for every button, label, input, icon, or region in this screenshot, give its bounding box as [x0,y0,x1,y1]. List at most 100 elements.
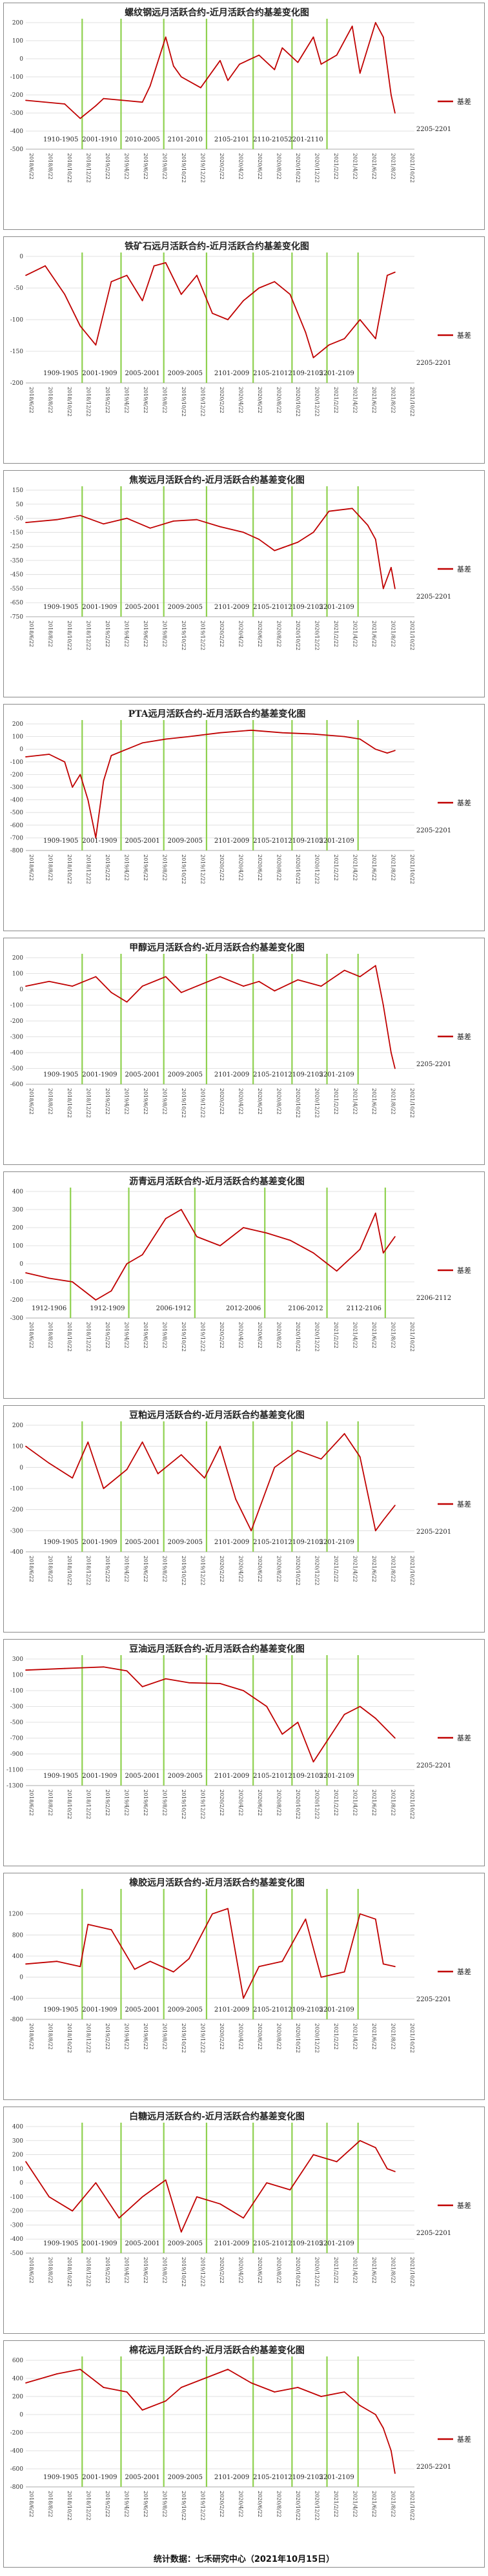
y-tick-label: 300 [12,2138,23,2145]
basis-point [196,985,198,987]
y-tick-label: -100 [10,317,23,324]
contract-label: 2109-2105 [288,2474,323,2481]
y-tick-label: 400 [12,2124,23,2130]
basis-point [343,1713,345,1715]
contract-label: 2205-2201 [416,1061,451,1068]
y-tick-label: -300 [10,1528,23,1534]
basis-point [390,1052,392,1053]
y-tick-label: -300 [10,1035,23,1041]
basis-point [258,287,260,289]
basis-point [386,1729,388,1731]
x-tick-label: 2019/6/22 [143,153,148,180]
basis-point [172,520,174,522]
x-tick-label: 2021/6/22 [371,621,377,647]
contract-label: 2105-2101 [253,604,288,611]
x-tick-label: 2020/12/22 [314,2491,320,2520]
y-tick-label: -400 [10,1995,23,2002]
x-tick-label: 2021/2/22 [333,153,339,180]
legend-label: 基差 [457,798,471,807]
x-tick-label: 2021/10/22 [409,1322,415,1352]
basis-point [243,2217,245,2219]
y-tick-label: 100 [12,971,23,978]
x-tick-label: 2019/8/22 [162,2023,168,2050]
chart-title: PTA远月活跃合约-近月活跃合约基差变化图 [128,708,306,719]
basis-point [374,22,376,23]
x-tick-label: 2020/4/22 [238,2491,244,2517]
basis-point [258,54,260,56]
contract-label: 2110-2105 [253,136,288,143]
basis-point [320,63,322,65]
x-tick-label: 2019/8/22 [162,387,168,413]
x-tick-label: 2020/8/22 [276,1789,282,1816]
contract-label: 2101-2010 [168,136,203,143]
basis-chart-svg: 橡胶远月活跃合约-近月活跃合约基差变化图 1200 800 400 0 -400 -800 1… [8,1877,471,2053]
x-tick-label: 2018/10/22 [66,2023,72,2053]
x-tick-label: 2019/2/22 [105,1322,110,1348]
x-tick-label: 2021/8/22 [391,621,396,647]
y-tick-label: -400 [10,129,23,135]
basis-point [79,325,81,327]
contract-label: 2205-2201 [416,1762,451,1769]
contract-label: 2009-2005 [168,370,203,377]
x-tick-label: 2019/12/22 [200,2257,206,2287]
x-tick-label: 2020/12/22 [314,1088,320,1118]
y-tick-label: 0 [19,1975,23,1981]
basis-point [250,1530,252,1532]
y-tick-label: 0 [19,56,23,63]
basis-chart-panel: 沥青远月活跃合约-近月活跃合约基差变化图 400 300 200 100 0 -100 -20… [3,1171,485,1399]
legend-label: 基差 [457,1032,471,1041]
chart-title: 甲醇远月活跃合约-近月活跃合约基差变化图 [129,942,305,953]
chart-title: 沥青远月活跃合约-近月活跃合约基差变化图 [129,1176,305,1187]
basis-point [374,2414,376,2415]
x-tick-label: 2019/10/22 [181,153,187,183]
basis-point [374,338,376,340]
basis-point [126,748,128,750]
basis-point [103,1488,105,1489]
basis-point [64,761,66,763]
basis-point [122,99,124,101]
y-tick-label: -100 [10,759,23,766]
contract-label: 1909-1905 [43,2006,78,2014]
basis-point [196,2196,198,2198]
contract-label: 1909-1905 [43,370,78,377]
y-tick-label: -50 [14,516,24,522]
x-tick-label: 2019/4/22 [124,1556,130,1582]
x-tick-label: 2019/10/22 [181,2257,187,2287]
x-tick-label: 2019/6/22 [143,1556,148,1582]
basis-point [343,969,345,971]
basis-point [312,36,314,38]
y-tick-label: 1200 [8,1911,23,1918]
basis-point [134,1968,136,1970]
chart-title: 豆粕远月活跃合约-近月活跃合约基差变化图 [129,1410,305,1421]
y-tick-label: 0 [19,254,23,260]
basis-point [297,1450,299,1452]
y-tick-label: -150 [10,349,23,355]
x-tick-label: 2020/10/22 [295,1789,301,1819]
basis-line [25,2369,396,2474]
x-tick-label: 2020/10/22 [295,2257,301,2287]
y-tick-label: 800 [12,1932,23,1939]
basis-point [64,1667,66,1669]
contract-label: 2009-2005 [168,2006,203,2014]
basis-point [239,63,240,65]
basis-point [72,2210,74,2212]
contract-label: 2005-2001 [125,1071,159,1078]
x-tick-label: 2019/4/22 [124,854,130,881]
basis-point [110,1929,112,1931]
x-tick-label: 2020/4/22 [238,387,244,413]
basis-chart-panel: 铁矿石远月活跃合约-近月活跃合约基差变化图 0 -50 -100 -150 -200 190… [3,236,485,464]
y-tick-label: 100 [12,734,23,741]
contract-label: 2005-2001 [125,2474,159,2481]
x-tick-label: 2021/4/22 [352,1322,358,1348]
basis-point [390,94,392,96]
x-tick-label: 2021/2/22 [333,1322,339,1348]
basis-point [274,550,276,551]
basis-point [126,1001,128,1003]
y-tick-label: -50 [14,285,24,292]
contract-label: 1909-1905 [43,2474,78,2481]
basis-point [48,1277,50,1279]
contract-label: 2109-2105 [288,370,323,377]
x-tick-label: 2020/4/22 [238,153,244,180]
y-tick-label: -400 [10,798,23,804]
contract-label: 1910-1905 [43,136,78,143]
